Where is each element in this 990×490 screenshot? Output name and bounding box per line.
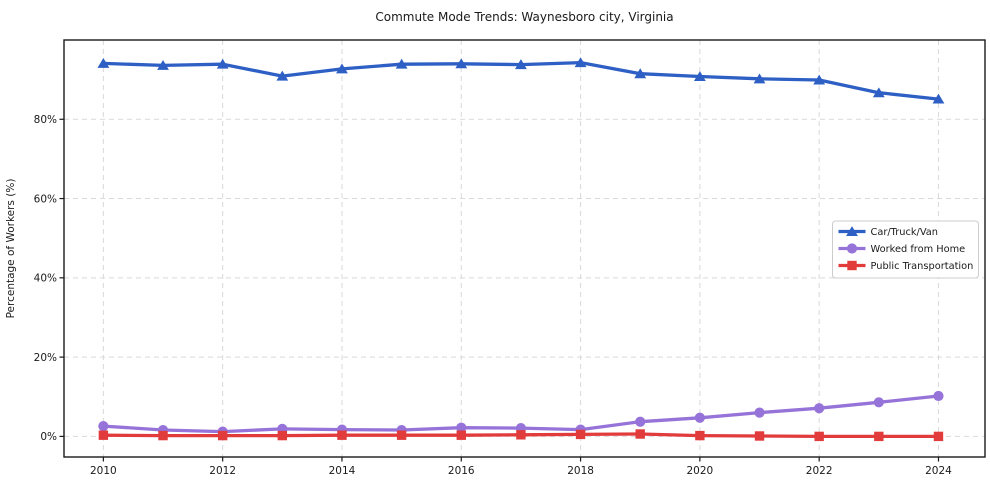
square-marker: [456, 430, 466, 440]
plot-border: [63, 39, 986, 458]
y-axis: 0% 20% 40% 60% 80%: [34, 114, 64, 443]
series-markers: [97, 57, 945, 104]
triangle-marker: [846, 226, 858, 236]
circle-marker: [814, 403, 825, 414]
triangle-marker: [872, 87, 885, 98]
square-marker: [575, 429, 586, 440]
legend-item-worked-from-home: Worked from Home: [838, 243, 966, 255]
legend-box: [832, 220, 979, 279]
legend-label: Car/Truck/Van: [871, 227, 938, 238]
triangle-marker: [157, 59, 169, 70]
series-markers: [98, 429, 944, 442]
square-marker: [754, 431, 765, 441]
circle-marker: [456, 422, 467, 433]
triangle-marker: [276, 70, 289, 81]
circle-marker: [754, 407, 765, 418]
square-marker: [695, 430, 705, 441]
y-tick-label: 20%: [34, 352, 57, 364]
legend-label: Worked from Home: [871, 244, 966, 255]
y-axis-title: Percentage of Workers (%): [5, 179, 17, 319]
x-axis: 2010 2012 2014 2016 2018 2020 2022 2024: [90, 457, 952, 477]
triangle-marker: [336, 63, 348, 74]
gridlines: [64, 40, 985, 457]
y-tick-label: 60%: [34, 193, 57, 205]
triangle-marker: [216, 58, 229, 69]
triangle-marker: [97, 57, 110, 68]
triangle-marker: [574, 57, 587, 68]
circle-marker: [873, 397, 884, 408]
square-marker: [98, 430, 109, 440]
x-tick-label: 2018: [567, 465, 594, 477]
square-marker: [516, 430, 526, 440]
square-marker: [847, 260, 857, 271]
y-tick-label: 80%: [34, 114, 57, 126]
triangle-marker: [395, 58, 408, 69]
legend-label: Public Transportation: [871, 261, 974, 272]
legend-item-car-truck-van: Car/Truck/Van: [838, 226, 938, 238]
square-marker: [337, 430, 347, 440]
circle-marker: [933, 390, 944, 402]
x-tick-label: 2012: [209, 465, 236, 477]
x-tick-label: 2020: [687, 465, 714, 477]
chart-title: Commute Mode Trends: Waynesboro city, Vi…: [375, 10, 673, 24]
triangle-marker: [634, 68, 647, 79]
square-marker: [217, 430, 228, 441]
x-tick-label: 2024: [925, 465, 952, 477]
square-marker: [933, 431, 944, 442]
y-tick-label: 0%: [40, 431, 57, 443]
x-tick-label: 2010: [90, 465, 117, 477]
square-marker: [158, 430, 168, 441]
triangle-marker: [932, 93, 945, 104]
square-marker: [396, 430, 407, 440]
square-marker: [814, 431, 824, 442]
triangle-marker: [693, 71, 706, 81]
y-tick-label: 40%: [34, 273, 57, 285]
triangle-marker: [515, 59, 527, 70]
series-worked-from-home: [98, 390, 944, 437]
triangle-marker: [455, 58, 468, 69]
legend-item-public-transportation: Public Transportation: [838, 260, 974, 272]
triangle-marker: [753, 73, 766, 84]
legend: Car/Truck/Van Worked from Home Public Tran…: [832, 220, 979, 279]
square-marker: [874, 431, 884, 442]
x-tick-label: 2016: [448, 465, 475, 477]
circle-marker: [98, 420, 109, 432]
x-tick-label: 2014: [329, 465, 356, 477]
series-public-transportation: [98, 429, 944, 442]
x-tick-label: 2022: [806, 465, 833, 477]
series-markers: [98, 390, 944, 437]
circle-marker: [846, 243, 858, 254]
square-marker: [635, 429, 645, 439]
circle-marker: [694, 412, 705, 423]
triangle-marker: [813, 74, 826, 85]
circle-marker: [635, 416, 646, 427]
series-car-truck-van: [97, 57, 945, 104]
square-marker: [277, 430, 288, 441]
